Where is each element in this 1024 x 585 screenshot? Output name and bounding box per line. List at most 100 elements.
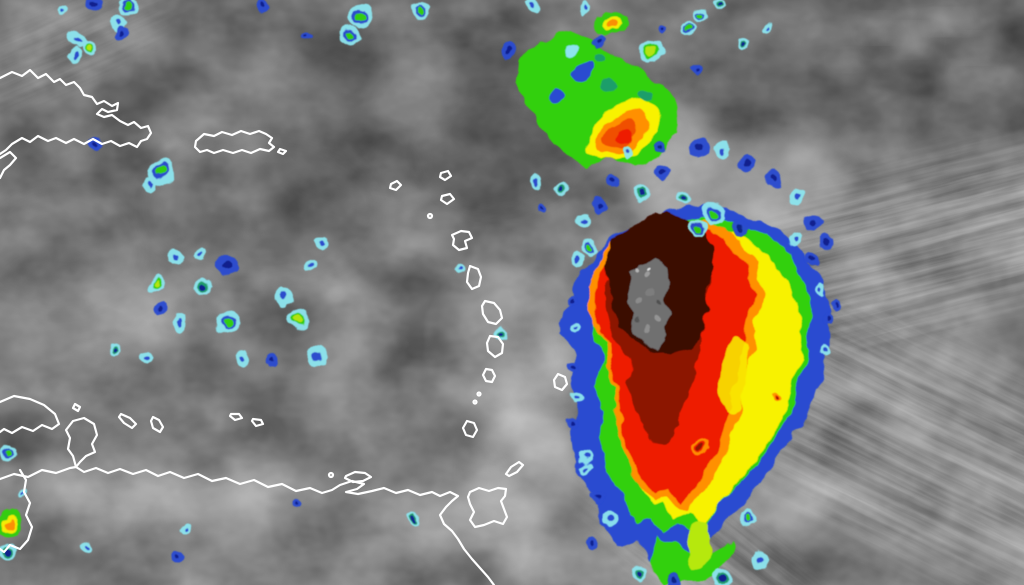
convective-cell (823, 313, 833, 323)
coastline-martinique (480, 299, 504, 326)
convective-cell (305, 258, 317, 270)
convective-cell (148, 274, 166, 292)
convective-cell (109, 13, 127, 31)
cell-core (581, 6, 587, 12)
cell-core (745, 160, 751, 166)
cell-core (582, 455, 588, 461)
cell-core (582, 467, 588, 473)
cell-core (239, 354, 247, 362)
cell-core (173, 254, 179, 260)
cell-core (221, 263, 231, 271)
convective-cell (703, 202, 727, 226)
cell-core (696, 225, 702, 231)
cell-core (505, 47, 511, 53)
convective-cell (631, 564, 649, 582)
convective-cell (301, 30, 311, 40)
convective-cell (639, 40, 665, 62)
convective-cell (0, 511, 23, 537)
convective-cell (591, 197, 609, 215)
cell-core (177, 319, 183, 325)
convective-cells (0, 0, 841, 585)
coastline-dominica (465, 264, 483, 291)
convective-cell (168, 249, 184, 265)
cell-core (92, 1, 98, 7)
storm-yellow-tongue (722, 337, 748, 413)
convective-cell (763, 170, 781, 188)
cell-core (775, 395, 779, 399)
cell-core (696, 144, 704, 152)
cell-core (319, 240, 325, 246)
convective-cell (309, 348, 327, 366)
coastline-grenadines (472, 391, 482, 405)
cell-core (60, 8, 64, 12)
cell-core (792, 235, 798, 241)
convective-cell (772, 392, 782, 402)
cell-core (71, 53, 77, 59)
cell-core (607, 517, 613, 523)
coastline-paraguana (64, 416, 99, 469)
convective-cell (172, 314, 188, 330)
cell-core (574, 256, 580, 262)
cell-core (410, 516, 416, 522)
convective-cell (288, 307, 310, 329)
convective-cell (681, 23, 695, 37)
coastline-guajira-gulf (0, 394, 61, 435)
cell-core (636, 569, 644, 577)
convective-cell (676, 189, 690, 203)
convective-cell (570, 252, 584, 266)
convective-cell (740, 512, 756, 528)
convective-cell (737, 37, 751, 51)
convective-cell (831, 301, 841, 311)
convective-cell (526, 0, 540, 13)
coastline-hispaniola-southwest (0, 150, 18, 180)
cell-core (114, 18, 122, 26)
coastline-barbados (552, 372, 569, 392)
cell-core (597, 38, 603, 44)
convective-cell (579, 464, 591, 476)
convective-cell (690, 138, 710, 158)
cell-core (4, 448, 12, 456)
cell-core (308, 261, 314, 267)
convective-cell (595, 11, 629, 37)
convective-cell (692, 439, 708, 455)
cell-core (596, 202, 604, 210)
cell-core (575, 393, 581, 399)
convective-cell (567, 363, 577, 373)
convective-cell (216, 310, 240, 334)
convective-cell (554, 183, 568, 197)
coastline-abc-islands (71, 402, 265, 434)
convective-cell (172, 550, 184, 562)
cell-core (294, 313, 304, 323)
cell-core (74, 36, 82, 44)
convective-cell (820, 235, 834, 249)
coastline-st-lucia (485, 334, 505, 359)
convective-cell (579, 452, 591, 464)
cell-core (147, 181, 153, 187)
cell-core (568, 420, 572, 424)
cell-core (716, 2, 722, 8)
cell-core (416, 7, 424, 15)
convective-cell (80, 540, 92, 552)
convective-cell (581, 237, 599, 255)
cell-core (223, 317, 233, 327)
cell-core (200, 283, 206, 289)
cell-core (736, 226, 742, 232)
cell-core (586, 242, 594, 250)
cell-core (605, 19, 619, 29)
convective-cell (0, 443, 17, 461)
cell-core (661, 169, 667, 175)
convective-cell (567, 295, 577, 305)
convective-cell (713, 569, 731, 585)
cell-core (817, 287, 823, 293)
cell-core (153, 279, 161, 287)
cell-core (719, 147, 725, 153)
cell-core (638, 190, 644, 196)
cell-core (156, 167, 168, 177)
cell-core (113, 347, 119, 353)
cell-core (5, 519, 15, 529)
convective-cell (788, 189, 804, 205)
convective-cell (347, 6, 373, 28)
cell-core (685, 27, 691, 33)
convective-cell (565, 417, 575, 427)
